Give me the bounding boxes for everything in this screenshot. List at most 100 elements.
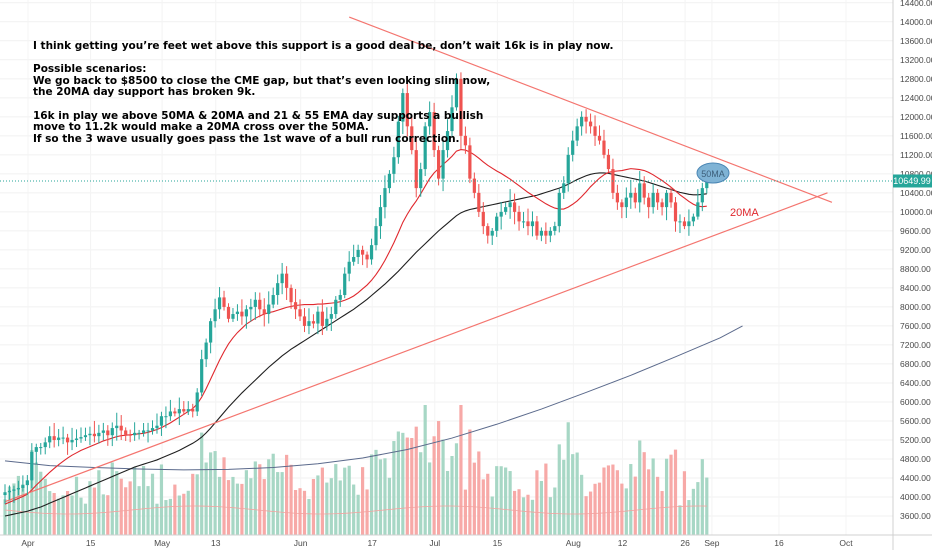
note-line-2: Possible scenarios: (33, 63, 147, 76)
volume-bar (150, 473, 155, 535)
volume-bar (593, 483, 597, 535)
volume-bar (553, 487, 557, 535)
volume-bar (92, 487, 96, 535)
volume-bar (450, 455, 454, 535)
candle-body (235, 311, 240, 315)
candle-body (329, 314, 333, 319)
volume-bar (597, 482, 602, 535)
candle-body (629, 192, 633, 198)
candle-body (289, 287, 293, 303)
candle-body (347, 261, 351, 274)
candle-body (119, 425, 123, 431)
volume-bar (298, 488, 302, 535)
volume-bar (133, 467, 137, 535)
candle-body (504, 207, 508, 212)
candle-body (311, 321, 316, 324)
ma200-line (4, 325, 743, 471)
moving-averages (4, 149, 743, 517)
volume-bar (378, 459, 383, 535)
candle-body (271, 295, 275, 305)
volume-bar (347, 465, 351, 535)
candle-body (691, 216, 695, 222)
volume-bar (43, 478, 47, 535)
candle-body (490, 230, 494, 236)
candle-body (624, 197, 628, 208)
note-line-5: 16k in play we above 50MA & 20MA and 21 … (33, 109, 484, 122)
volume-bar (647, 469, 651, 535)
candle-body (419, 169, 423, 189)
volume-bar (562, 459, 566, 535)
volume-bar (700, 459, 704, 535)
price-tick-label: 7200.00 (900, 340, 931, 350)
candle-body (182, 409, 186, 412)
candle-body (383, 188, 387, 208)
ma50-label-bubble[interactable] (696, 162, 730, 184)
volume-bar (571, 454, 575, 535)
price-tick-label: 11600.00 (900, 131, 932, 141)
candle-body (441, 150, 445, 179)
candle-body (553, 226, 557, 231)
lower-trendline[interactable] (4, 192, 828, 503)
volume-bar (361, 467, 365, 535)
volume-bar (356, 494, 360, 535)
candle-body (101, 430, 105, 433)
candle-body (240, 311, 244, 317)
volume-bar (539, 480, 543, 535)
candle-body (222, 297, 226, 307)
volume-bar (285, 454, 289, 535)
volume-bar (83, 503, 88, 535)
volume-bar (696, 482, 700, 535)
candle-body (405, 93, 409, 127)
volume-bar (526, 494, 530, 535)
volume-bar (642, 452, 646, 535)
volume-bar (682, 471, 687, 535)
candle-body (548, 230, 552, 236)
volume-bar (329, 478, 333, 535)
ma20-label: 20MA (730, 207, 759, 219)
price-tick-label: 5200.00 (900, 435, 931, 445)
volume-bar (638, 440, 642, 535)
candle-body (79, 437, 83, 439)
volume-bar (88, 481, 92, 535)
candle-body (209, 321, 213, 343)
candle-body (338, 295, 342, 300)
candle-body (7, 490, 12, 493)
time-tick-label: Oct (839, 538, 853, 548)
candle-body (320, 311, 324, 326)
volume-bar (392, 441, 396, 535)
price-axis-labels: 3600.00 4000.00 4400.00 4800.00 5200.00 5600.… (900, 0, 932, 521)
candle-body (642, 183, 646, 198)
candle-body (280, 273, 284, 284)
volume-bar (615, 470, 619, 535)
volume-bar (3, 499, 7, 535)
volume-bar (445, 470, 450, 535)
time-tick-label: Sep (704, 538, 719, 548)
candle-body (521, 221, 526, 223)
upper-trendline[interactable] (348, 16, 833, 203)
candle-body (414, 150, 418, 189)
candle-body (137, 432, 141, 434)
candle-body (566, 154, 570, 184)
volume-bar (436, 421, 441, 535)
volume-bar (115, 471, 119, 535)
volume-bar (48, 491, 52, 535)
candle-body (352, 257, 356, 262)
price-tick-label: 10400.00 (900, 188, 932, 198)
volume-bar (624, 488, 628, 535)
volume-bar (34, 462, 38, 535)
candle-body (249, 306, 253, 310)
volume-bar (691, 488, 695, 535)
candle-body (173, 411, 177, 414)
volume-bar (441, 439, 445, 535)
candle-body (39, 447, 43, 449)
volume-bar (517, 489, 521, 535)
volume-bar (343, 467, 347, 535)
candle-body (436, 150, 441, 179)
price-tick-label: 12000.00 (900, 112, 932, 122)
volume-bar (535, 470, 539, 535)
volume-bar (320, 467, 324, 535)
candle-body (530, 221, 535, 227)
price-tick-label: 10000.00 (900, 207, 932, 217)
volume-bar (432, 436, 436, 535)
volume-bar (512, 490, 517, 535)
